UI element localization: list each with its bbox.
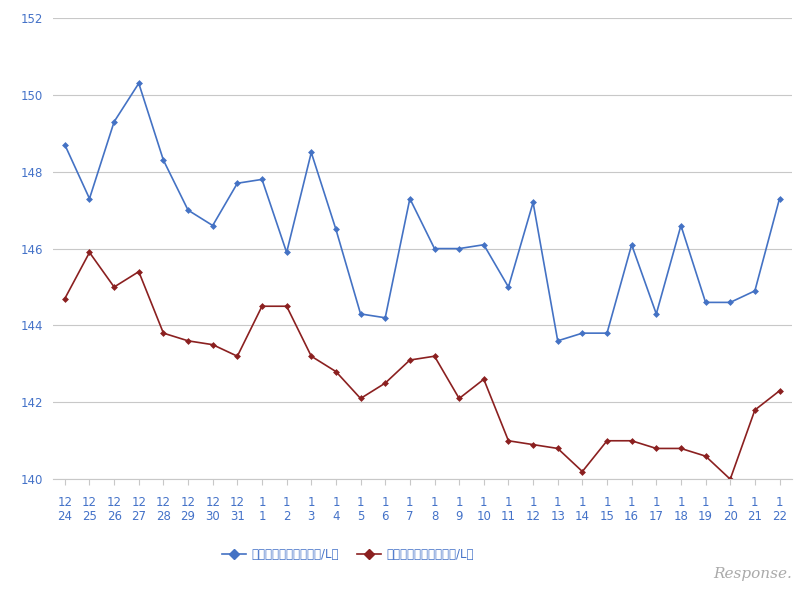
- Text: 28: 28: [156, 510, 170, 523]
- Text: 1: 1: [677, 496, 684, 509]
- Text: 1: 1: [283, 496, 290, 509]
- Text: 2: 2: [283, 510, 290, 523]
- Text: 1: 1: [554, 496, 562, 509]
- Text: 12: 12: [57, 496, 73, 509]
- Text: 5: 5: [357, 510, 364, 523]
- Text: 12: 12: [229, 496, 245, 509]
- Text: 18: 18: [674, 510, 688, 523]
- Text: 12: 12: [180, 496, 196, 509]
- Text: 17: 17: [649, 510, 664, 523]
- Text: 1: 1: [628, 496, 635, 509]
- Text: 1: 1: [406, 496, 414, 509]
- Text: 27: 27: [131, 510, 146, 523]
- Text: 1: 1: [259, 496, 266, 509]
- Text: 30: 30: [205, 510, 220, 523]
- Legend: ハイオク看板価格（円/L）, ハイオク実売価格（円/L）: ハイオク看板価格（円/L）, ハイオク実売価格（円/L）: [217, 543, 479, 565]
- Text: 12: 12: [525, 510, 541, 523]
- Text: 12: 12: [131, 496, 146, 509]
- Text: 11: 11: [501, 510, 516, 523]
- Text: 1: 1: [604, 496, 611, 509]
- Text: 4: 4: [332, 510, 339, 523]
- Text: 1: 1: [259, 510, 266, 523]
- Text: 13: 13: [550, 510, 565, 523]
- Text: 1: 1: [702, 496, 709, 509]
- Text: 20: 20: [723, 510, 738, 523]
- Text: 1: 1: [480, 496, 487, 509]
- Text: 1: 1: [456, 496, 463, 509]
- Text: 14: 14: [574, 510, 590, 523]
- Text: 1: 1: [653, 496, 660, 509]
- Text: 12: 12: [205, 496, 221, 509]
- Text: 1: 1: [308, 496, 315, 509]
- Text: 12: 12: [82, 496, 97, 509]
- Text: 16: 16: [624, 510, 639, 523]
- Text: Response.: Response.: [713, 567, 792, 581]
- Text: 1: 1: [332, 496, 339, 509]
- Text: 8: 8: [431, 510, 438, 523]
- Text: 25: 25: [82, 510, 97, 523]
- Text: 29: 29: [180, 510, 196, 523]
- Text: 1: 1: [579, 496, 586, 509]
- Text: 24: 24: [57, 510, 73, 523]
- Text: 26: 26: [107, 510, 122, 523]
- Text: 7: 7: [406, 510, 414, 523]
- Text: 22: 22: [772, 510, 787, 523]
- Text: 10: 10: [477, 510, 491, 523]
- Text: 9: 9: [456, 510, 463, 523]
- Text: 3: 3: [308, 510, 315, 523]
- Text: 12: 12: [156, 496, 171, 509]
- Text: 1: 1: [505, 496, 512, 509]
- Text: 1: 1: [357, 496, 364, 509]
- Text: 1: 1: [381, 496, 389, 509]
- Text: 19: 19: [698, 510, 713, 523]
- Text: 15: 15: [600, 510, 614, 523]
- Text: 21: 21: [747, 510, 763, 523]
- Text: 6: 6: [381, 510, 389, 523]
- Text: 1: 1: [726, 496, 734, 509]
- Text: 1: 1: [431, 496, 438, 509]
- Text: 1: 1: [776, 496, 783, 509]
- Text: 12: 12: [107, 496, 122, 509]
- Text: 31: 31: [230, 510, 245, 523]
- Text: 1: 1: [529, 496, 537, 509]
- Text: 1: 1: [751, 496, 759, 509]
